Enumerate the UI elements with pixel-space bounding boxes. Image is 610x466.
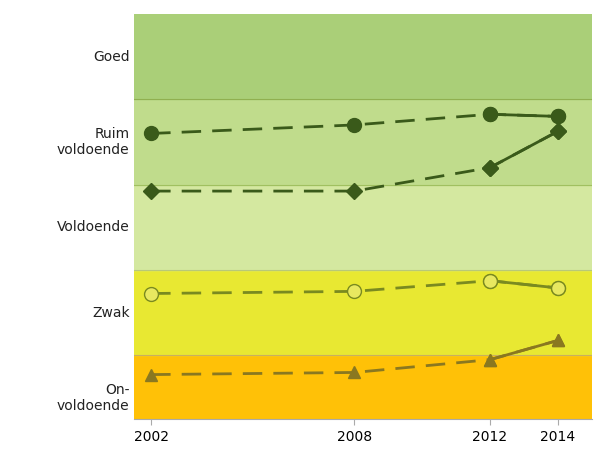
Text: On-
voldoende: On- voldoende	[57, 383, 129, 413]
Text: Goed: Goed	[93, 50, 129, 64]
Text: Voldoende: Voldoende	[57, 220, 129, 234]
Bar	[134, 14, 592, 99]
Text: Ruim
voldoende: Ruim voldoende	[57, 127, 129, 157]
Bar	[134, 99, 592, 185]
Bar	[134, 185, 592, 270]
Text: Zwak: Zwak	[92, 306, 129, 320]
Bar	[134, 356, 592, 441]
Bar	[134, 270, 592, 356]
